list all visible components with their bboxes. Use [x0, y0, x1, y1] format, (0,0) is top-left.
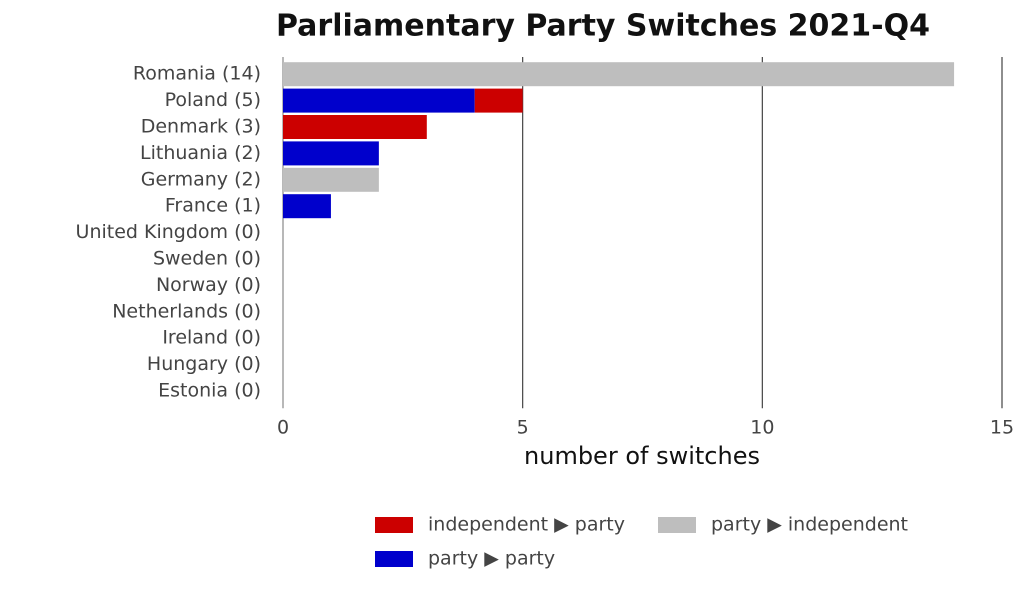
y-tick-label: Romania (14): [133, 63, 261, 85]
legend-swatch: [375, 517, 413, 533]
chart-title: Parliamentary Party Switches 2021-Q4: [276, 9, 930, 44]
legend-label: party ▶ independent: [711, 514, 908, 536]
x-axis-label: number of switches: [524, 442, 760, 470]
legend-label: independent ▶ party: [428, 514, 625, 536]
y-tick-label: Lithuania (2): [140, 142, 261, 164]
y-tick-label: United Kingdom (0): [76, 221, 261, 243]
y-tick-label: Denmark (3): [141, 116, 261, 138]
x-tick-label: 10: [750, 417, 774, 439]
y-tick-label: Estonia (0): [158, 380, 261, 402]
y-tick-label: Norway (0): [156, 274, 261, 296]
x-tick-label: 5: [517, 417, 529, 439]
y-tick-label: Sweden (0): [153, 248, 261, 270]
y-tick-label: Hungary (0): [147, 353, 261, 375]
y-tick-label: Netherlands (0): [112, 300, 261, 322]
bar: [474, 88, 523, 113]
legend-label: party ▶ party: [428, 548, 555, 570]
x-tick-label: 15: [990, 417, 1014, 439]
y-tick-label: Ireland (0): [162, 327, 261, 349]
y-tick-label: Poland (5): [165, 89, 261, 111]
bar: [283, 88, 475, 113]
y-tick-label: France (1): [165, 195, 261, 217]
y-tick-label: Germany (2): [141, 168, 261, 190]
x-tick-label: 0: [277, 417, 289, 439]
bar: [283, 62, 955, 87]
bar: [283, 115, 427, 139]
legend-swatch: [375, 551, 413, 567]
bar: [283, 167, 379, 192]
bar: [283, 141, 379, 166]
legend-swatch: [658, 517, 696, 533]
bar: [283, 194, 331, 219]
